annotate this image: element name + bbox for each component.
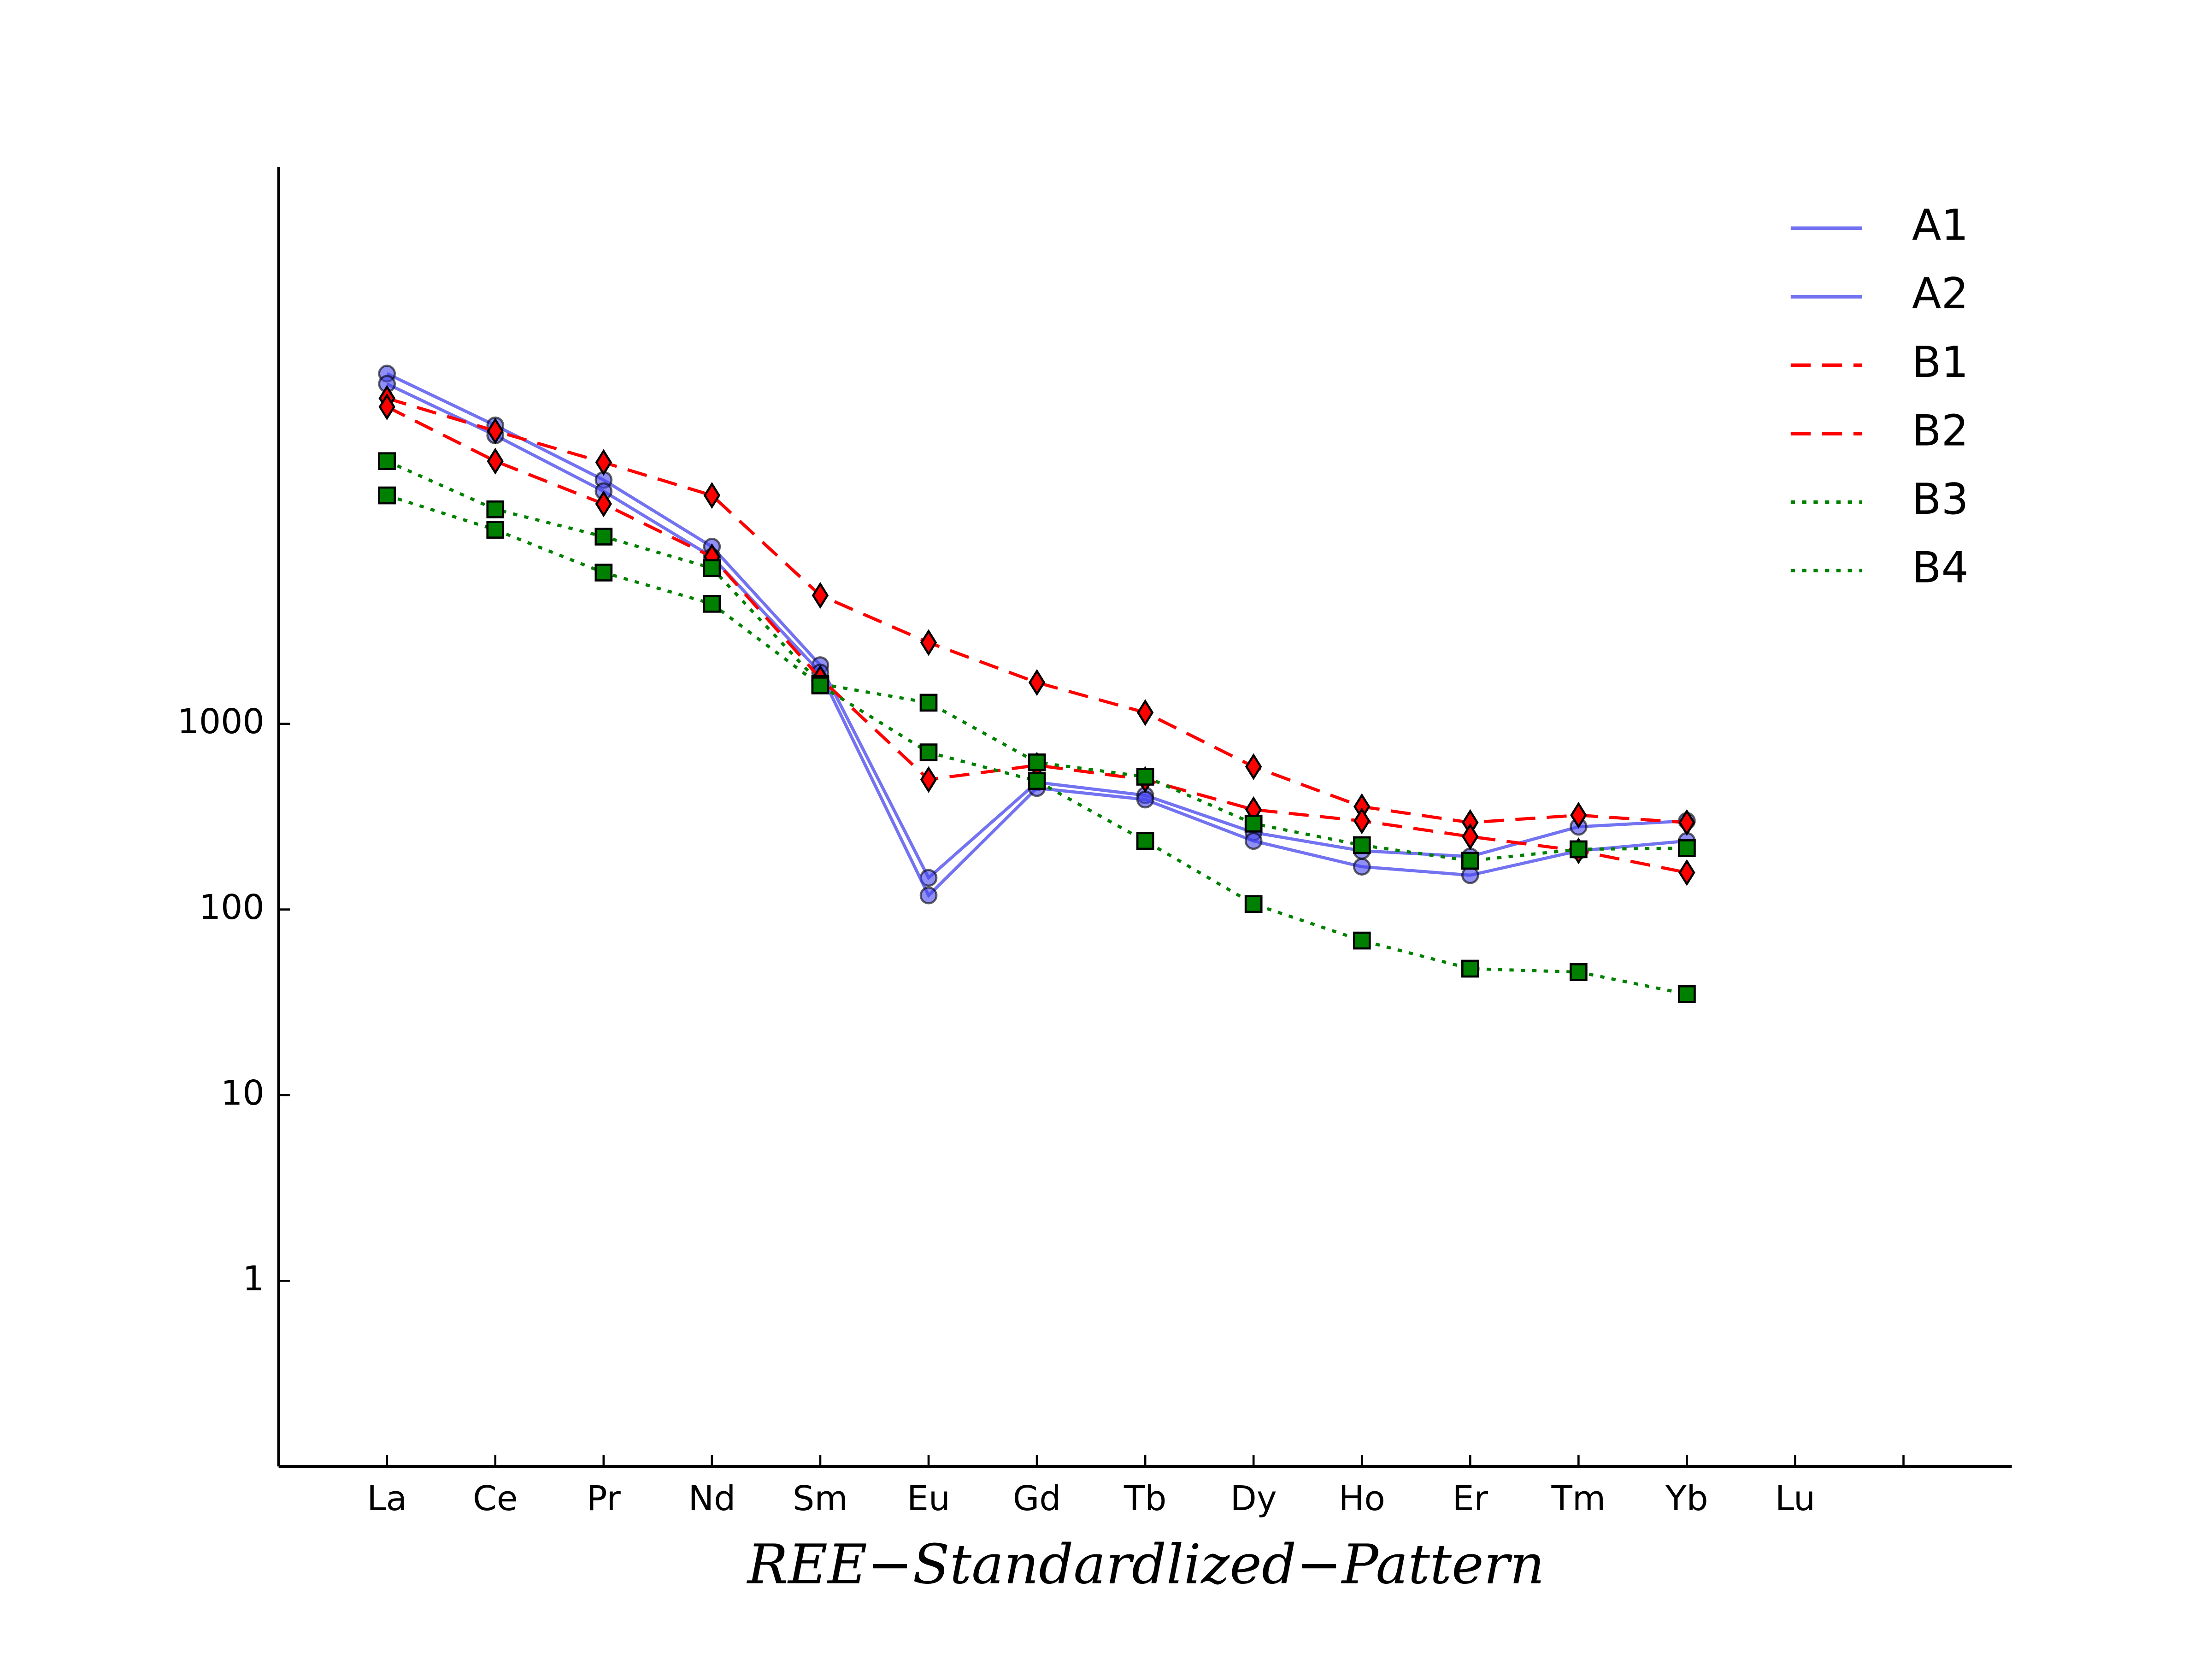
point <box>1462 823 1479 850</box>
x-tick-label: Ho <box>1339 1478 1385 1518</box>
point <box>1570 840 1588 859</box>
point <box>1028 669 1046 696</box>
x-tick-label: Tb <box>1124 1478 1167 1518</box>
point <box>594 528 613 546</box>
point <box>1461 852 1479 870</box>
legend-label: B3 <box>1912 474 1969 524</box>
legend-label: B4 <box>1912 543 1969 593</box>
point <box>1245 753 1262 780</box>
point <box>811 677 830 694</box>
point <box>595 490 612 518</box>
point <box>486 500 505 518</box>
point <box>919 886 938 905</box>
point <box>1678 809 1695 836</box>
point <box>1353 858 1371 876</box>
point <box>1570 963 1588 981</box>
point <box>1353 931 1371 950</box>
y-tick-label: 10 <box>221 1073 265 1113</box>
point <box>486 521 505 539</box>
point <box>1136 768 1154 786</box>
point <box>1678 859 1695 886</box>
x-tick-label: Tm <box>1551 1478 1606 1518</box>
x-tick-label: Yb <box>1665 1478 1708 1518</box>
point <box>919 743 938 761</box>
point <box>919 694 938 712</box>
point <box>703 594 721 613</box>
point <box>487 418 504 445</box>
point <box>378 452 396 471</box>
point <box>1244 814 1263 833</box>
point <box>1353 836 1371 854</box>
x-tick-label: Nd <box>688 1478 736 1518</box>
point <box>1136 699 1154 726</box>
legend-label: A2 <box>1912 269 1969 318</box>
point <box>1028 753 1046 771</box>
point <box>1136 832 1154 850</box>
x-axis-label: REE−Standardlized−Pattern <box>747 1533 1545 1596</box>
point <box>920 766 937 793</box>
point <box>1353 807 1371 835</box>
x-tick-label: Er <box>1453 1478 1488 1518</box>
x-tick-label: La <box>367 1478 407 1518</box>
y-tick-label: 1 <box>242 1259 264 1299</box>
x-tick-label: Lu <box>1775 1478 1815 1518</box>
point <box>920 629 937 656</box>
legend-label: A1 <box>1912 200 1969 250</box>
y-tick-label: 100 <box>199 887 265 927</box>
point <box>1461 959 1479 978</box>
legend-label: B2 <box>1912 406 1969 455</box>
x-tick-label: Dy <box>1230 1478 1277 1518</box>
point <box>595 449 612 476</box>
x-tick-label: Pr <box>587 1478 621 1518</box>
point <box>1136 790 1154 809</box>
x-tick-label: Gd <box>1013 1478 1061 1518</box>
point <box>378 393 395 420</box>
point <box>487 447 504 475</box>
point <box>594 564 613 582</box>
point <box>1678 985 1696 1003</box>
point <box>1244 832 1263 850</box>
point <box>703 482 721 509</box>
point <box>1570 801 1587 829</box>
point <box>378 486 396 505</box>
y-tick-label: 1000 <box>177 701 265 741</box>
point <box>1678 839 1696 857</box>
point <box>1244 895 1263 913</box>
point <box>703 559 721 577</box>
legend-label: B1 <box>1912 337 1969 387</box>
x-tick-label: Ce <box>473 1478 518 1518</box>
x-tick-label: Eu <box>907 1478 950 1518</box>
point <box>812 582 829 609</box>
x-tick-label: Sm <box>793 1478 848 1518</box>
point <box>1028 772 1046 790</box>
point <box>1461 866 1479 884</box>
